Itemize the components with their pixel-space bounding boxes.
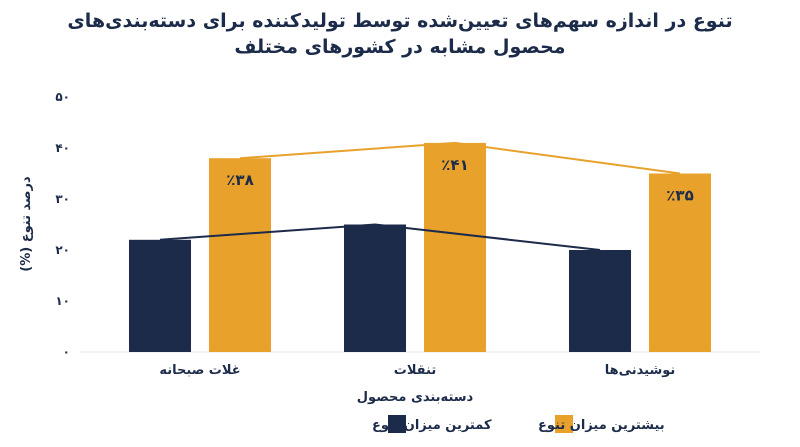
data-label: ٪۲۲ bbox=[146, 253, 173, 271]
bar-max-1 bbox=[424, 142, 486, 352]
x-tick-label: غلات صبحانه bbox=[159, 363, 240, 378]
chart-title: تنوع در اندازه سهم‌های تعیین‌شده توسط تو… bbox=[40, 8, 760, 60]
data-label: ٪۲۵ bbox=[361, 238, 388, 256]
y-tick-label: ۴۰ bbox=[55, 141, 70, 155]
bar-min-0 bbox=[129, 239, 191, 352]
y-tick-label: ۱۰ bbox=[55, 294, 70, 308]
data-label: ٪۳۵ bbox=[666, 187, 693, 205]
y-tick-label: ۲۰ bbox=[55, 243, 70, 257]
series-line-max bbox=[239, 141, 681, 175]
chart-title-line-1: تنوع در اندازه سهم‌های تعیین‌شده توسط تو… bbox=[67, 10, 733, 32]
x-tick-label: تنقلات bbox=[394, 363, 436, 378]
data-label: ٪۳۸ bbox=[226, 171, 253, 189]
bar-min-2 bbox=[569, 250, 631, 352]
series-line-min bbox=[159, 223, 601, 251]
x-axis-title: دسته‌بندی محصول bbox=[357, 390, 474, 405]
legend-label: بیشترین میزان تنوع bbox=[538, 418, 665, 433]
data-label: ٪۴۱ bbox=[441, 156, 468, 174]
y-axis-title: درصد تنوع (%) bbox=[19, 176, 34, 272]
y-tick-label: ۳۰ bbox=[55, 192, 70, 206]
chart-title-line-2: محصول مشابه در کشورهای مختلف bbox=[234, 36, 566, 58]
legend-swatch-min bbox=[388, 415, 406, 433]
bar-max-0 bbox=[209, 158, 271, 352]
y-tick-label: ۵۰ bbox=[55, 90, 70, 104]
legend-swatch-max bbox=[555, 415, 573, 433]
x-tick-label: نوشیدنی‌ها bbox=[605, 363, 676, 378]
y-tick-label: ۰ bbox=[63, 345, 70, 359]
bar-max-2 bbox=[649, 173, 711, 352]
bar-min-1 bbox=[344, 224, 406, 352]
data-label: ٪۲۰ bbox=[586, 263, 613, 281]
legend-label: کمترین میزان تنوع bbox=[372, 418, 492, 433]
